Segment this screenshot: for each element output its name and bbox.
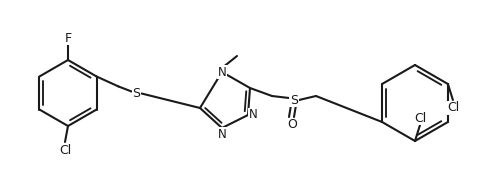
Text: N: N <box>218 65 226 78</box>
Text: Cl: Cl <box>414 112 426 124</box>
Text: O: O <box>287 118 297 131</box>
Text: Cl: Cl <box>59 143 71 156</box>
Text: F: F <box>64 32 72 45</box>
Text: Cl: Cl <box>447 102 459 115</box>
Text: N: N <box>248 108 257 121</box>
Text: S: S <box>133 87 141 100</box>
Text: S: S <box>290 93 298 106</box>
Text: N: N <box>218 127 226 140</box>
